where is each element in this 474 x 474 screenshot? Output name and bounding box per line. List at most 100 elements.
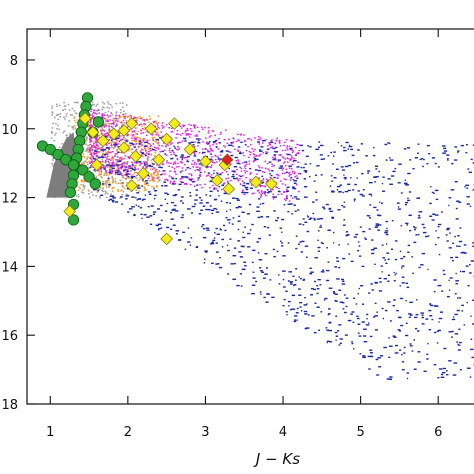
cloud-point <box>211 212 214 215</box>
cloud-point <box>300 166 303 169</box>
yellow-diamond-point <box>86 125 100 139</box>
cloud-point <box>188 173 191 175</box>
cloud-point <box>298 294 302 296</box>
cloud-point <box>284 184 287 186</box>
cloud-point <box>108 170 111 172</box>
cloud-point <box>427 342 429 345</box>
cloud-point <box>269 147 272 149</box>
cloud-point <box>95 195 98 197</box>
cloud-point <box>337 209 341 211</box>
cloud-point <box>86 144 89 147</box>
cloud-point <box>119 172 121 175</box>
cloud-point <box>128 129 131 131</box>
cloud-point <box>124 166 126 168</box>
cloud-point <box>329 210 333 212</box>
cloud-point <box>75 121 77 124</box>
cloud-point <box>309 175 311 178</box>
cloud-point <box>261 185 263 187</box>
cloud-point <box>215 211 220 213</box>
cloud-point <box>279 227 282 229</box>
cloud-point <box>192 166 194 168</box>
cloud-point <box>105 180 107 182</box>
cloud-point <box>382 176 385 178</box>
cloud-point <box>457 150 460 152</box>
green-circle-point <box>64 186 77 199</box>
cloud-point <box>119 196 123 198</box>
cloud-point <box>215 155 217 157</box>
cloud-point <box>218 195 220 197</box>
cloud-point <box>155 224 158 226</box>
cloud-point <box>295 184 298 186</box>
cloud-point <box>214 158 217 161</box>
cloud-point <box>247 232 251 235</box>
cloud-point <box>272 158 276 161</box>
cloud-point <box>167 144 169 146</box>
cloud-point <box>276 250 279 253</box>
cloud-point <box>149 145 152 147</box>
cloud-point <box>300 251 304 253</box>
cloud-point <box>57 124 59 127</box>
cloud-point <box>93 143 95 145</box>
cloud-point <box>148 142 150 145</box>
cloud-point <box>102 164 105 166</box>
cloud-point <box>108 142 110 144</box>
cloud-point <box>244 265 247 267</box>
cloud-point <box>114 142 117 144</box>
cloud-point <box>405 222 409 225</box>
cloud-point <box>232 173 235 176</box>
cloud-point <box>207 151 209 153</box>
cloud-point <box>395 272 397 275</box>
cloud-point <box>325 269 330 272</box>
cloud-point <box>302 166 305 169</box>
cloud-point <box>385 262 388 265</box>
cloud-point <box>246 170 248 173</box>
cloud-point <box>167 193 170 196</box>
cloud-point <box>295 268 298 270</box>
cloud-point <box>141 179 144 181</box>
cloud-point <box>338 344 341 346</box>
cloud-point <box>273 176 276 179</box>
cloud-point <box>78 186 81 188</box>
cloud-point <box>326 247 328 249</box>
cloud-point <box>117 165 119 167</box>
cloud-point <box>173 145 175 147</box>
cloud-point <box>234 148 236 150</box>
cloud-point <box>215 139 218 142</box>
cloud-point <box>140 213 143 216</box>
cloud-point <box>186 177 189 179</box>
cloud-point <box>273 157 276 160</box>
cloud-point <box>393 336 397 338</box>
cloud-point <box>125 174 128 176</box>
cloud-point <box>95 144 98 146</box>
cloud-point <box>96 144 99 147</box>
cloud-point <box>93 169 96 171</box>
cloud-point <box>390 175 395 177</box>
cloud-point <box>459 270 462 273</box>
cloud-point <box>148 121 150 124</box>
cloud-point <box>426 358 429 360</box>
cloud-point <box>442 145 446 147</box>
cloud-point <box>138 178 141 181</box>
cloud-point <box>405 282 409 285</box>
cloud-point <box>212 140 216 143</box>
cloud-point <box>297 153 300 155</box>
cloud-point <box>446 373 449 376</box>
cloud-point <box>90 140 93 142</box>
cloud-point <box>244 186 249 189</box>
cloud-point <box>126 162 128 164</box>
cloud-point <box>254 159 257 162</box>
cloud-point <box>105 144 108 146</box>
cloud-point <box>153 172 155 174</box>
cloud-point <box>92 141 95 143</box>
cloud-point <box>174 147 177 149</box>
cloud-point <box>157 134 160 136</box>
cloud-point <box>63 105 66 107</box>
cloud-point <box>274 157 277 159</box>
cloud-point <box>114 159 117 161</box>
cloud-point <box>389 159 394 161</box>
cloud-point <box>320 311 323 313</box>
cloud-point <box>303 304 308 306</box>
cloud-point <box>85 139 88 142</box>
cloud-point <box>437 166 440 168</box>
cloud-point <box>391 220 394 222</box>
